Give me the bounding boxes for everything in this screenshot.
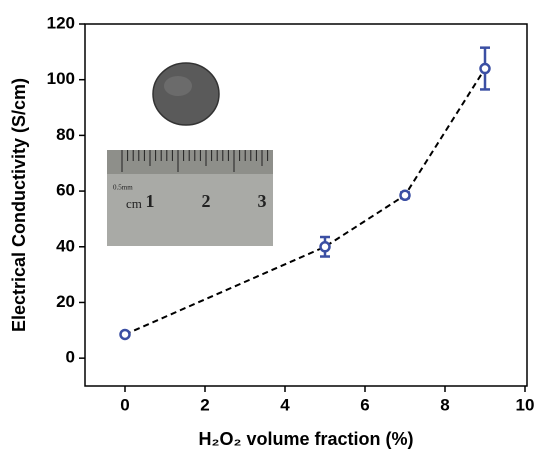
y-axis-title: Electrical Conductivity (S/cm) — [9, 78, 29, 332]
plot-frame — [84, 23, 528, 387]
trend-line — [124, 68, 486, 336]
ruler-label: 3 — [258, 191, 267, 211]
ruler-scale — [107, 150, 273, 174]
inset-photo: 0.5mm cm 1 2 3 — [107, 62, 273, 246]
x-tick-label: 8 — [440, 395, 449, 414]
x-tick-label: 10 — [516, 395, 535, 414]
y-tick-label: 100 — [47, 69, 75, 88]
ruler-ticks — [121, 150, 269, 172]
y-tick-label: 60 — [56, 181, 75, 200]
y-tick-label: 80 — [56, 125, 75, 144]
data-point — [479, 62, 491, 75]
ruler-label: 2 — [202, 191, 211, 211]
y-tick-label: 40 — [56, 236, 75, 255]
x-tick-label: 6 — [360, 395, 369, 414]
data-point — [399, 189, 411, 202]
x-axis-title: H₂O₂ volume fraction (%) — [198, 429, 413, 449]
y-tick-label: 120 — [47, 13, 75, 32]
x-tick-label: 2 — [200, 395, 209, 414]
y-tick-label: 20 — [56, 292, 75, 311]
y-tick-label: 0 — [66, 348, 75, 367]
data-point — [319, 241, 331, 253]
ruler-label: 0.5mm — [113, 184, 133, 192]
x-tick-label: 4 — [280, 395, 290, 414]
ruler-label: cm — [126, 196, 142, 211]
data-point — [119, 328, 131, 341]
ruler-label: 1 — [146, 191, 155, 211]
disc-highlight — [164, 76, 192, 96]
x-tick-label: 0 — [120, 395, 129, 414]
